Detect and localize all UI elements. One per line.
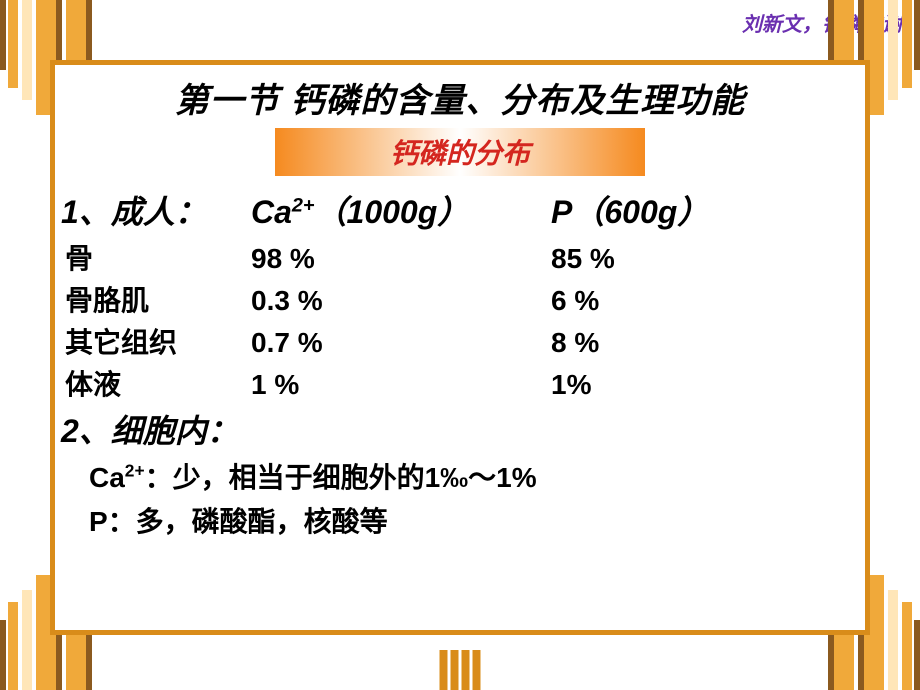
section2-label: 2、细胞内： (61, 406, 859, 456)
content-area: 第一节 钙磷的含量、分布及生理功能 钙磷的分布 1、成人： Ca2+（1000g… (61, 73, 859, 624)
table-row: 体液1 % 1% (61, 364, 859, 406)
bottom-ticks (440, 650, 481, 690)
section-title: 第一节 钙磷的含量、分布及生理功能 (61, 73, 859, 122)
row-label: 其它组织 (61, 322, 251, 364)
ca-sup: 2+ (292, 194, 315, 216)
intracellular-ca-line: Ca2+：少，相当于细胞外的1‰～1% (61, 456, 859, 500)
row-label: 体液 (61, 364, 251, 406)
tick (440, 650, 448, 690)
row-label: 骨胳肌 (61, 280, 251, 322)
tick (462, 650, 470, 690)
ca-text-2: ：少，相当于细胞外的1‰～1% (145, 462, 537, 493)
row-p-value: 1% (511, 364, 859, 406)
ca-amount: （1000g） (315, 194, 470, 230)
row-ca-value: 0.7 % (251, 322, 511, 364)
table-row: 骨胳肌0.3 % 6 % (61, 280, 859, 322)
data-rows: 骨98 %85 % 骨胳肌0.3 % 6 % 其它组织0.7 % 8 % 体液1… (61, 238, 859, 406)
row-p-value: 85 % (511, 238, 859, 280)
ca-sup-2: 2+ (125, 461, 145, 481)
intracellular-p-line: P：多，磷酸酯，核酸等 (61, 500, 859, 544)
tick (451, 650, 459, 690)
section1-label: 1、成人： (61, 186, 251, 238)
row-label: 骨 (61, 238, 251, 280)
table-header-row: 1、成人： Ca2+（1000g） P（600g） (61, 186, 859, 238)
row-ca-value: 98 % (251, 238, 511, 280)
content-frame: 第一节 钙磷的含量、分布及生理功能 钙磷的分布 1、成人： Ca2+（1000g… (50, 60, 870, 635)
tick (473, 650, 481, 690)
row-ca-value: 0.3 % (251, 280, 511, 322)
subtitle-box: 钙磷的分布 (275, 128, 645, 176)
col-ca-header: Ca2+（1000g） (251, 186, 511, 238)
ca-prefix-2: Ca (89, 462, 125, 493)
table-row: 骨98 %85 % (61, 238, 859, 280)
row-p-value: 6 % (511, 280, 859, 322)
row-p-value: 8 % (511, 322, 859, 364)
ca-prefix: Ca (251, 194, 292, 230)
table-row: 其它组织0.7 % 8 % (61, 322, 859, 364)
row-ca-value: 1 % (251, 364, 511, 406)
col-p-header: P（600g） (511, 186, 859, 238)
